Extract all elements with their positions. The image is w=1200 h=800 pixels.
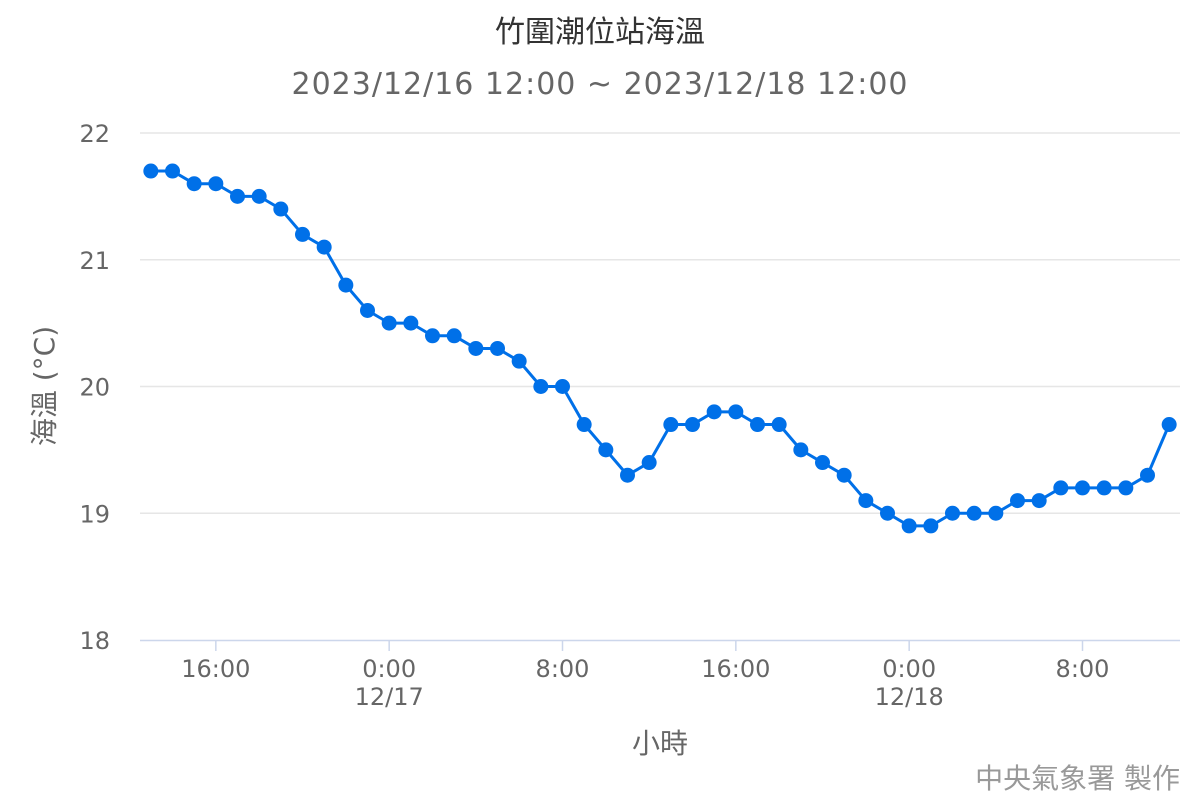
data-point xyxy=(945,505,960,521)
data-point xyxy=(533,379,549,394)
x-tick-date-label: 12/18 xyxy=(875,683,944,711)
series-line xyxy=(150,169,1171,528)
series-sea-temperature xyxy=(143,163,1177,534)
chart-subtitle: 2023/12/16 12:00 ~ 2023/12/18 12:00 xyxy=(291,67,908,102)
data-point xyxy=(446,328,462,344)
data-point xyxy=(923,518,939,534)
data-point xyxy=(1075,480,1090,496)
data-point xyxy=(901,518,917,534)
data-point xyxy=(1140,467,1155,483)
data-point xyxy=(251,188,267,204)
data-point xyxy=(966,505,982,521)
data-point xyxy=(403,315,419,331)
x-tick-label: 16:00 xyxy=(181,655,250,683)
x-tick-label: 16:00 xyxy=(701,655,770,683)
data-point xyxy=(1161,417,1177,433)
data-point xyxy=(143,163,159,179)
data-point xyxy=(490,340,505,356)
data-point xyxy=(1031,493,1047,509)
y-tick-label: 21 xyxy=(79,247,110,275)
data-point xyxy=(793,442,809,458)
data-point xyxy=(815,455,830,471)
y-axis-title: 海溫 (°C) xyxy=(28,326,61,446)
chart-title: 竹圍潮位站海溫 xyxy=(495,15,705,50)
data-point xyxy=(706,404,722,420)
data-point xyxy=(555,379,570,394)
data-point xyxy=(273,201,289,217)
data-point xyxy=(230,188,245,204)
x-tick-label: 8:00 xyxy=(1056,655,1110,683)
y-tick-label: 22 xyxy=(79,120,110,148)
credit-label[interactable]: 中央氣象署 製作 xyxy=(975,762,1180,795)
data-point xyxy=(1010,493,1025,509)
y-tick-label: 20 xyxy=(79,374,110,402)
data-point xyxy=(858,493,874,509)
x-tick-label: 0:00 xyxy=(882,655,936,683)
data-point xyxy=(338,277,354,293)
data-point xyxy=(685,417,700,433)
data-point xyxy=(641,455,657,471)
grid xyxy=(140,132,1180,514)
data-point xyxy=(598,442,614,458)
data-point xyxy=(728,404,744,420)
y-tick-label: 19 xyxy=(79,500,110,528)
y-axis-ticks: 18 19 20 21 22 xyxy=(79,120,110,655)
data-point xyxy=(836,467,852,483)
data-point xyxy=(425,328,440,344)
data-point xyxy=(771,417,787,433)
data-point xyxy=(1118,480,1134,496)
data-point xyxy=(295,226,310,242)
x-tick-date-label: 12/17 xyxy=(355,683,424,711)
data-point xyxy=(1096,480,1112,496)
data-point xyxy=(620,467,635,483)
data-point xyxy=(988,505,1004,521)
data-point xyxy=(663,417,679,433)
data-point xyxy=(468,340,484,356)
data-point xyxy=(360,302,375,318)
data-point xyxy=(316,239,332,255)
x-tick-label: 0:00 xyxy=(362,655,416,683)
y-tick-label: 18 xyxy=(79,627,110,655)
data-point xyxy=(381,315,397,331)
data-point xyxy=(1053,480,1069,496)
data-point xyxy=(750,417,765,433)
x-tick-label: 8:00 xyxy=(536,655,590,683)
data-point xyxy=(880,505,895,521)
data-point xyxy=(208,176,224,192)
data-point xyxy=(186,176,202,192)
data-point xyxy=(576,417,592,433)
x-axis-title: 小時 xyxy=(632,727,688,760)
data-point xyxy=(511,353,527,369)
data-point xyxy=(165,163,180,179)
